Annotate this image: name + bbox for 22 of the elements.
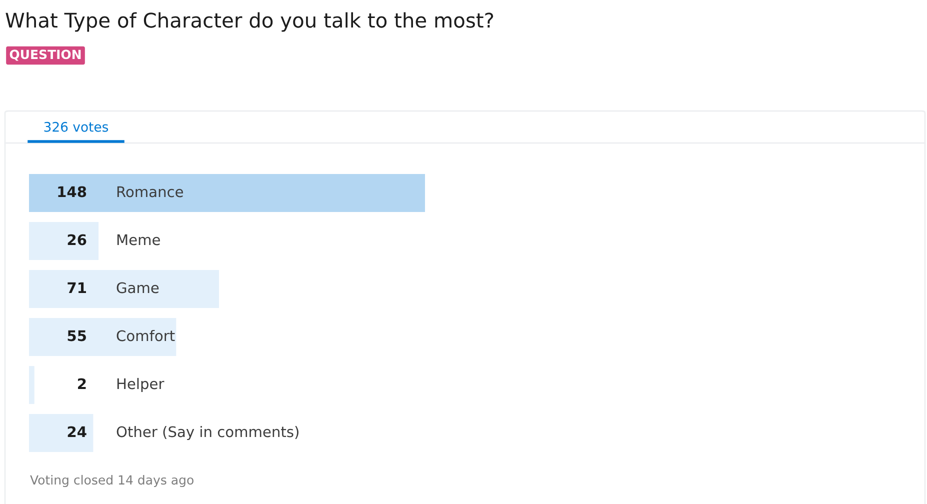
chart-title: What Type of Character do you talk to the most? bbox=[6, 12, 494, 32]
data-label: 55 bbox=[68, 330, 86, 342]
bar bbox=[29, 222, 99, 260]
y-tick-label: Game bbox=[116, 282, 159, 294]
data-label: 148 bbox=[58, 186, 86, 198]
y-tick-label: Helper bbox=[117, 378, 164, 392]
y-tick-label: Romance bbox=[117, 186, 183, 198]
text: Voting closed 14 days ago bbox=[30, 474, 194, 488]
y-tick-label: Comfort bbox=[116, 330, 175, 342]
text: QUESTION bbox=[10, 50, 81, 61]
bar bbox=[29, 366, 34, 404]
data-label: 2 bbox=[78, 378, 86, 390]
y-tick-label: Meme bbox=[117, 234, 160, 246]
chart-subtitle: 326 votes bbox=[44, 122, 108, 132]
data-label: 24 bbox=[68, 426, 86, 438]
bar bbox=[29, 318, 176, 356]
data-label: 26 bbox=[68, 234, 86, 246]
data-label: 71 bbox=[68, 282, 86, 294]
y-tick-label: Other (Say in comments) bbox=[116, 426, 298, 440]
bar bbox=[29, 414, 94, 452]
bar bbox=[29, 270, 219, 308]
bar bbox=[29, 174, 425, 212]
